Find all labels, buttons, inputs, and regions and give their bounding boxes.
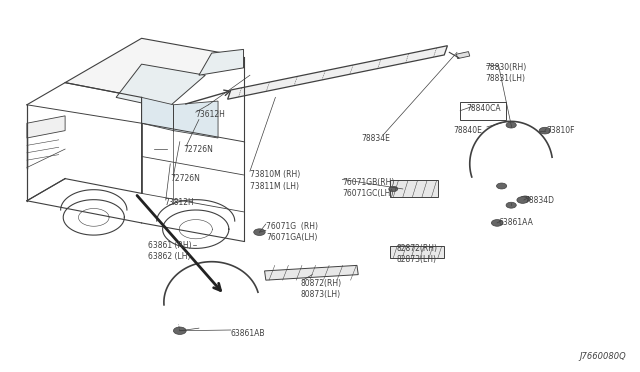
- Text: 72726N: 72726N: [170, 174, 200, 183]
- Polygon shape: [116, 64, 205, 109]
- Polygon shape: [264, 265, 358, 280]
- Circle shape: [173, 327, 186, 334]
- Text: 78834E: 78834E: [362, 134, 390, 142]
- Text: 73810M (RH): 73810M (RH): [250, 170, 300, 179]
- Text: 76071G  (RH): 76071G (RH): [266, 222, 318, 231]
- Text: 76071GB(RH): 76071GB(RH): [342, 178, 395, 187]
- Text: 63862 (LH): 63862 (LH): [148, 251, 191, 261]
- Text: 72726N: 72726N: [183, 145, 213, 154]
- Circle shape: [540, 127, 550, 134]
- Text: 78834D: 78834D: [524, 196, 554, 205]
- Text: 73612H: 73612H: [196, 109, 226, 119]
- Text: 63861 (RH): 63861 (RH): [148, 241, 191, 250]
- Text: 63861AA: 63861AA: [499, 218, 533, 227]
- Text: 73812H: 73812H: [164, 198, 194, 207]
- Text: 73810F: 73810F: [546, 126, 575, 135]
- Bar: [390, 180, 438, 197]
- Text: 63861AB: 63861AB: [231, 329, 266, 338]
- Polygon shape: [173, 101, 218, 138]
- Text: 78840E: 78840E: [454, 126, 483, 135]
- Text: 76071GA(LH): 76071GA(LH): [266, 233, 317, 242]
- Polygon shape: [199, 49, 244, 75]
- Text: 76071GC(LH): 76071GC(LH): [342, 189, 394, 198]
- Circle shape: [506, 202, 516, 208]
- Circle shape: [506, 122, 516, 128]
- Text: J7660080Q: J7660080Q: [579, 352, 626, 361]
- Text: 82872(RH): 82872(RH): [396, 244, 438, 253]
- Text: 78830(RH): 78830(RH): [486, 63, 527, 72]
- Circle shape: [517, 197, 529, 203]
- Text: 78840CA: 78840CA: [467, 104, 501, 113]
- Polygon shape: [228, 46, 447, 99]
- Text: 73811M (LH): 73811M (LH): [250, 182, 299, 190]
- Bar: [460, 102, 506, 119]
- Polygon shape: [27, 116, 65, 138]
- Polygon shape: [141, 97, 173, 131]
- Circle shape: [497, 183, 507, 189]
- Polygon shape: [456, 52, 470, 59]
- Text: 80872(RH): 80872(RH): [301, 279, 342, 288]
- Text: 80873(LH): 80873(LH): [301, 291, 341, 299]
- Circle shape: [492, 219, 503, 226]
- Text: 78831(LH): 78831(LH): [486, 74, 525, 83]
- Circle shape: [253, 229, 265, 235]
- Bar: [390, 246, 444, 258]
- Polygon shape: [65, 38, 244, 97]
- Text: 82873(LH): 82873(LH): [396, 255, 436, 264]
- Circle shape: [389, 186, 397, 192]
- Circle shape: [520, 196, 531, 202]
